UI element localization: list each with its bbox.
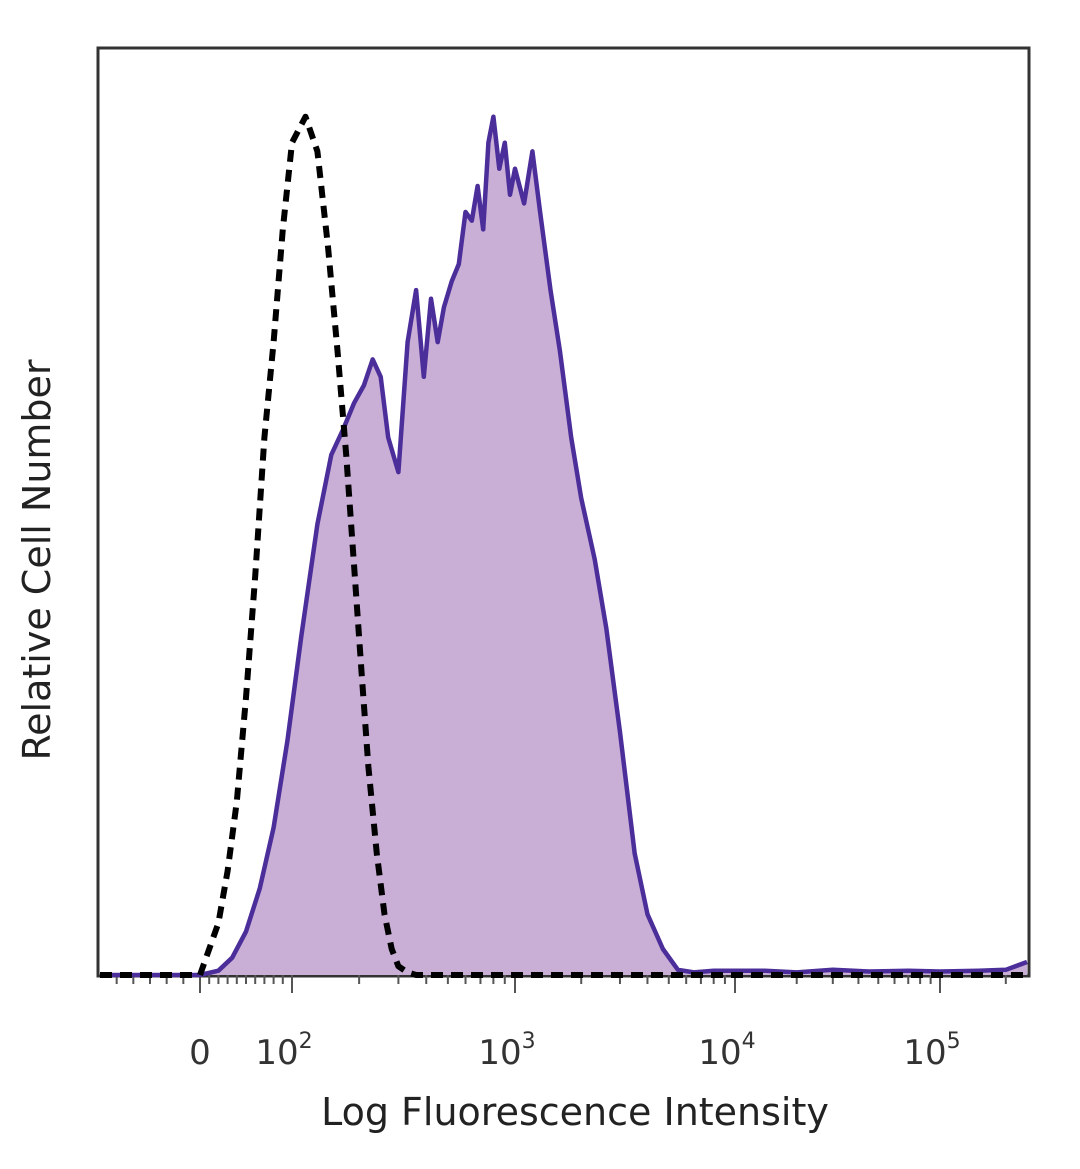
x-axis-title: Log Fluorescence Intensity: [321, 1090, 829, 1134]
histogram-control-dashed-line: [100, 113, 1027, 978]
x-tick-label-base: 10: [478, 1033, 521, 1073]
x-tick-label-base: 10: [903, 1033, 946, 1073]
x-axis-tick-labels: 0 102 103 104 105: [189, 1029, 960, 1073]
histogram-fill-area: [100, 116, 1027, 975]
x-tick-label-exponent: 3: [522, 1029, 536, 1054]
x-tick-label: 104: [698, 1029, 755, 1073]
x-tick-label-exponent: 2: [299, 1029, 313, 1054]
x-tick-label-exponent: 4: [742, 1029, 756, 1054]
x-tick-label: 102: [255, 1029, 312, 1073]
y-axis-title: Relative Cell Number: [15, 359, 59, 760]
x-axis-ticks: [115, 975, 1007, 993]
x-tick-label: 105: [903, 1029, 960, 1073]
histogram-stained-outline: [100, 114, 1028, 978]
x-tick-label: 0: [189, 1033, 211, 1073]
x-tick-label-base: 10: [698, 1033, 741, 1073]
x-tick-label-exponent: 5: [947, 1029, 961, 1054]
plot-frame: [96, 46, 1031, 978]
x-tick-label-base: 10: [255, 1033, 298, 1073]
x-tick-label: 103: [478, 1029, 535, 1073]
series-layer: [100, 113, 1028, 978]
